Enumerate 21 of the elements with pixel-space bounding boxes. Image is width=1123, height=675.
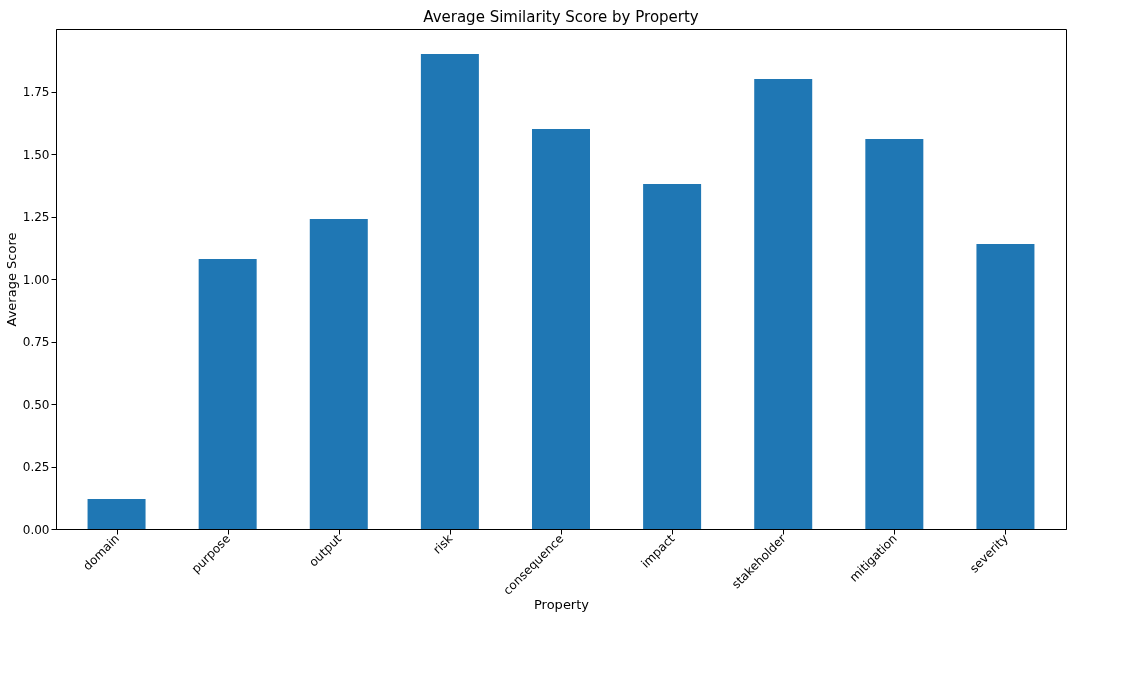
bar (198, 259, 257, 529)
y-tick-label: 1.75 (22, 85, 50, 99)
y-tick-label: 0.00 (22, 522, 50, 537)
y-tick-label: 1.00 (22, 272, 50, 287)
y-tick-label: 0.25 (22, 460, 50, 474)
chart-title: Average Similarity Score by Property (423, 8, 699, 26)
y-axis-title: Average Score (3, 232, 19, 327)
x-tick-label: risk (430, 531, 456, 557)
bar (87, 499, 146, 529)
bar (865, 139, 924, 529)
bar (532, 129, 590, 529)
y-tick-label: 0.50 (22, 397, 50, 412)
bar (754, 79, 813, 529)
bar (643, 184, 702, 529)
y-tick-label: 1.25 (22, 210, 50, 224)
bar (420, 54, 479, 529)
bar (976, 244, 1035, 529)
y-tick-label: 0.75 (22, 335, 50, 349)
bar (309, 219, 368, 529)
y-tick-label: 1.50 (22, 147, 50, 162)
x-axis-title: Property (533, 596, 590, 612)
